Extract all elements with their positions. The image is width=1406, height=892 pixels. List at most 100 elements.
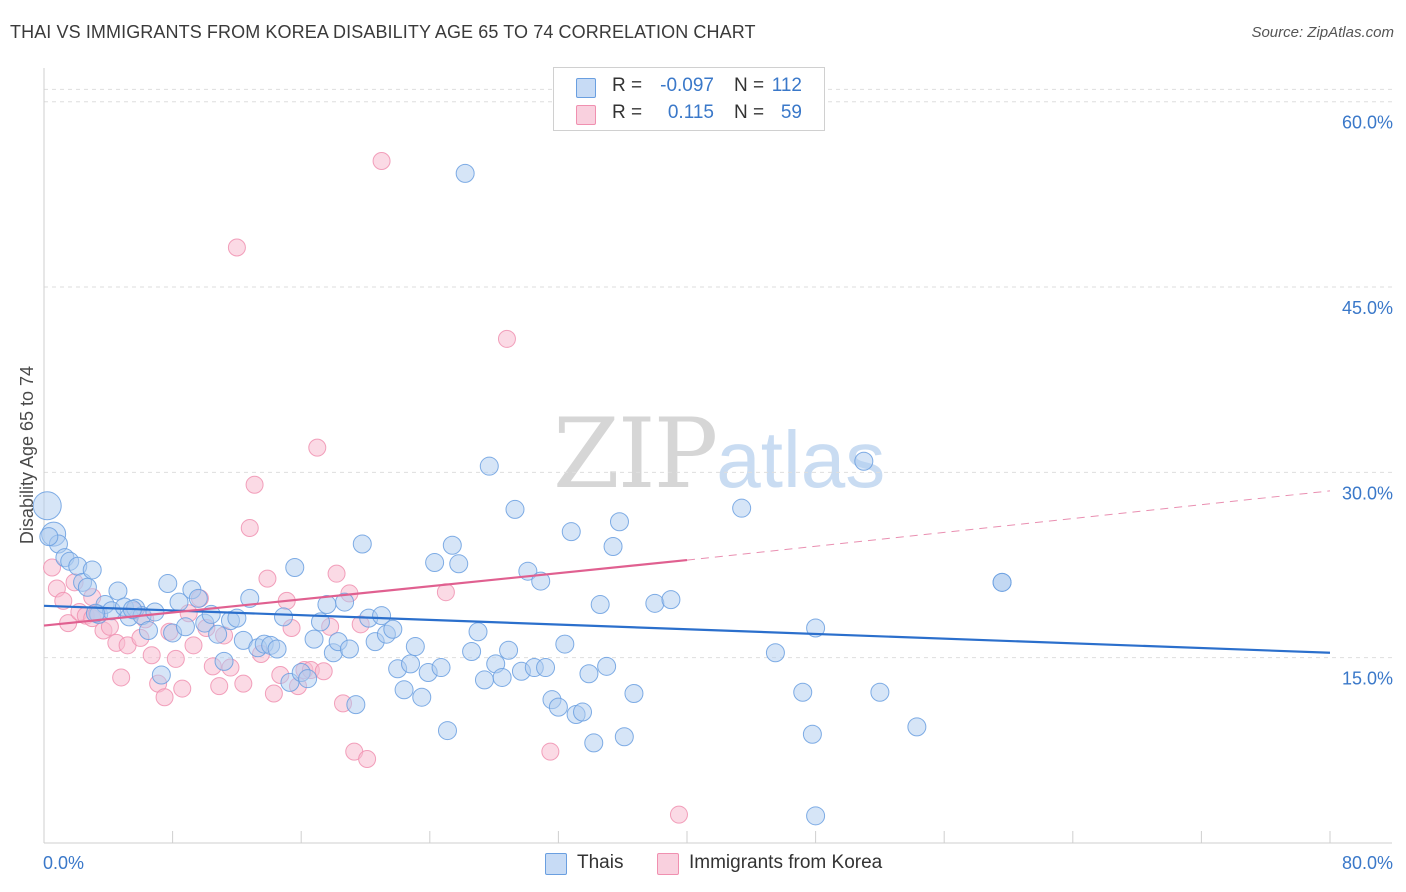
- y-tick-label: 30.0%: [1342, 483, 1393, 503]
- x-tick-label-min: 0.0%: [43, 853, 84, 873]
- thais-point: [108, 581, 128, 601]
- thais-point: [732, 498, 752, 518]
- legend-swatch-thais: [576, 78, 596, 98]
- legend-swatch-korea: [576, 105, 596, 125]
- thais-point: [304, 629, 324, 649]
- thais-points: [32, 163, 1012, 826]
- thais-point: [579, 664, 599, 684]
- thais-point: [597, 656, 617, 676]
- korea-point: [210, 677, 229, 696]
- legend-r-value: -0.097: [660, 75, 714, 96]
- thais-point: [548, 697, 568, 717]
- thais-point: [431, 658, 451, 678]
- stats-legend: R = -0.097 N = 112 R = 0.115 N = 59: [553, 67, 825, 131]
- grid-lines: [44, 88, 1392, 659]
- watermark-zip: ZIP: [553, 398, 718, 510]
- thais-point: [285, 557, 305, 577]
- thais-point: [151, 665, 171, 685]
- thais-point: [32, 491, 62, 521]
- korea-point: [155, 688, 174, 707]
- thais-point: [614, 727, 634, 747]
- korea-point: [112, 668, 131, 687]
- thais-point: [992, 572, 1012, 592]
- trend-lines: [43, 490, 1331, 654]
- thais-point: [765, 643, 785, 663]
- legend-label-korea: Immigrants from Korea: [689, 852, 883, 873]
- thais-point: [584, 733, 604, 753]
- thais-point: [310, 612, 330, 632]
- y-tick-labels: 15.0% 30.0% 45.0% 60.0%: [1342, 113, 1393, 689]
- korea-point: [308, 438, 327, 457]
- thais-point: [77, 577, 97, 597]
- korea-trend-line: [43, 558, 688, 627]
- thais-point: [405, 637, 425, 657]
- korea-trend-extension: [686, 490, 1331, 561]
- thais-point: [479, 456, 499, 476]
- korea-point: [227, 238, 246, 257]
- series-legend: Thais Immigrants from Korea: [0, 852, 1406, 876]
- thais-point: [802, 724, 822, 744]
- thais-point: [346, 695, 366, 715]
- thais-point: [590, 595, 610, 615]
- legend-r-label: R =: [612, 102, 643, 123]
- thais-point: [624, 684, 644, 704]
- legend-label-thais: Thais: [577, 852, 624, 873]
- thais-point: [561, 522, 581, 542]
- thais-point: [505, 499, 525, 519]
- source-label: Source: ZipAtlas.com: [1251, 24, 1394, 41]
- legend-r-value: 0.115: [667, 102, 714, 123]
- thais-point: [240, 588, 260, 608]
- chart-title: THAI VS IMMIGRANTS FROM KOREA DISABILITY…: [10, 22, 756, 42]
- thais-point: [442, 535, 462, 555]
- thais-point: [468, 622, 488, 642]
- thais-point: [298, 669, 318, 689]
- thais-point: [39, 527, 59, 547]
- thais-point: [793, 682, 813, 702]
- thais-point: [437, 721, 457, 741]
- thais-point: [474, 670, 494, 690]
- legend-n-value: 112: [771, 75, 802, 96]
- thais-point: [372, 606, 392, 626]
- legend-row-thais: R = -0.097 N = 112: [554, 75, 824, 101]
- thais-point: [455, 163, 475, 183]
- thais-point: [555, 634, 575, 654]
- legend-swatch-korea: [657, 853, 679, 875]
- korea-point: [234, 674, 253, 693]
- korea-point: [173, 679, 192, 698]
- thais-point: [854, 451, 874, 471]
- thais-point: [138, 620, 158, 640]
- legend-row-korea: R = 0.115 N = 59: [554, 102, 824, 128]
- korea-point: [240, 518, 259, 537]
- y-tick-label: 45.0%: [1342, 298, 1393, 318]
- thais-point: [573, 702, 593, 722]
- korea-point: [245, 475, 264, 494]
- thais-point: [383, 619, 403, 639]
- korea-point: [358, 749, 377, 768]
- thais-point: [82, 560, 102, 580]
- thais-trend-line: [43, 604, 1331, 654]
- thais-point: [806, 806, 826, 826]
- thais-point: [145, 602, 165, 622]
- thais-point: [806, 618, 826, 638]
- legend-n-value: 59: [780, 102, 802, 123]
- thais-point: [536, 658, 556, 678]
- thais-point: [274, 607, 294, 627]
- thais-point: [412, 687, 432, 707]
- y-tick-label: 60.0%: [1342, 113, 1393, 133]
- korea-point: [166, 649, 185, 668]
- legend-swatch-thais: [545, 853, 567, 875]
- thais-point: [267, 639, 287, 659]
- korea-point: [327, 564, 346, 583]
- legend-n-label: N =: [734, 75, 765, 96]
- korea-point: [258, 569, 277, 588]
- thais-point: [352, 534, 372, 554]
- thais-point: [603, 536, 623, 556]
- thais-point: [188, 588, 208, 608]
- korea-points: [43, 152, 688, 824]
- korea-point: [184, 636, 203, 655]
- korea-point: [264, 684, 283, 703]
- thais-point: [339, 639, 359, 659]
- thais-point: [645, 593, 665, 613]
- korea-point: [314, 662, 333, 681]
